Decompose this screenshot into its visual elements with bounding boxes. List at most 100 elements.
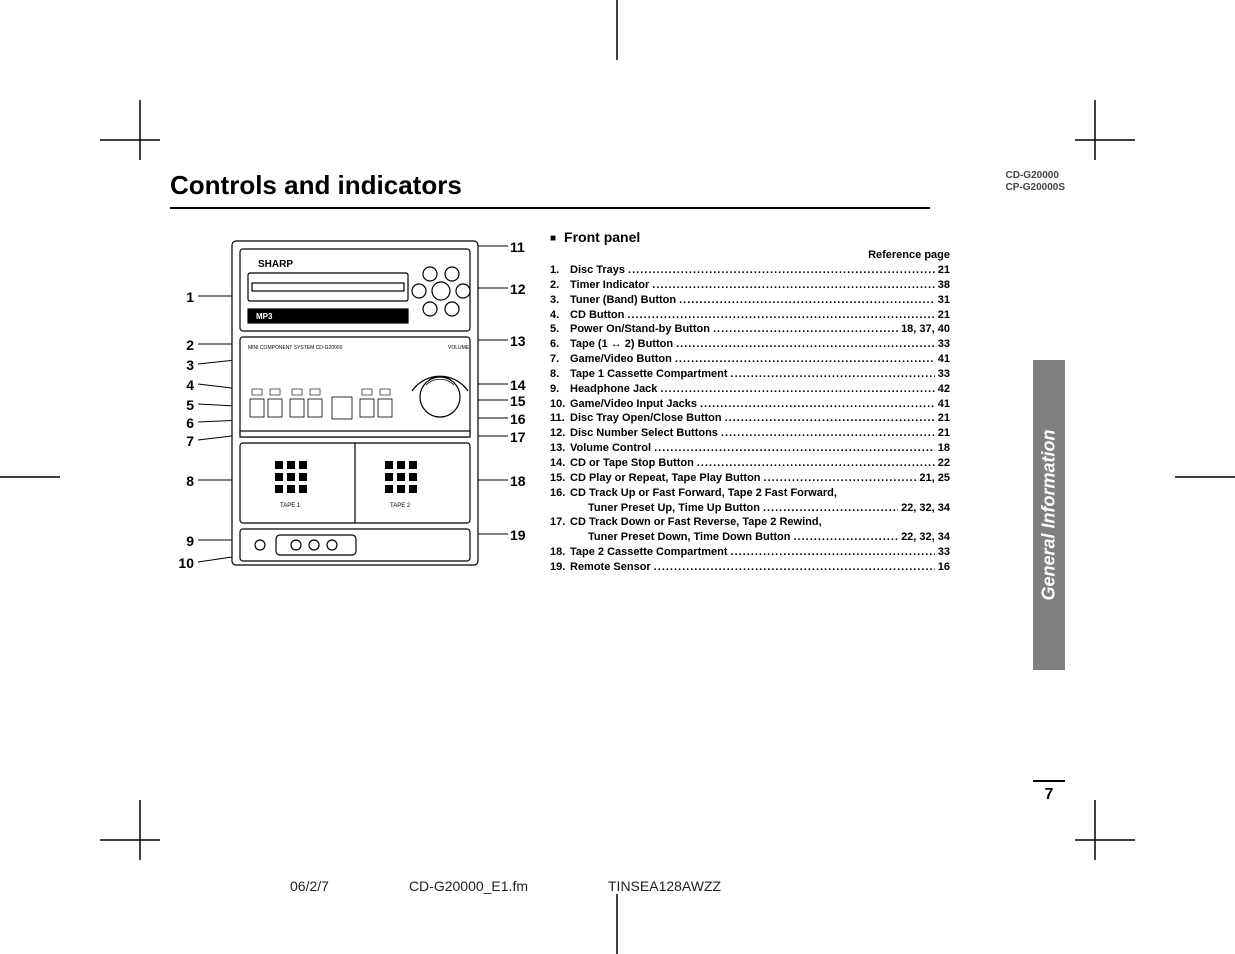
item-page: 21 [938, 411, 950, 426]
item-dots [725, 411, 935, 426]
reference-item: 5.Power On/Stand-by Button 18, 37, 40 [550, 322, 950, 337]
svg-text:SHARP: SHARP [258, 259, 293, 270]
reference-item: 10.Game/Video Input Jacks 41 [550, 397, 950, 412]
reference-item: 18.Tape 2 Cassette Compartment33 [550, 545, 950, 560]
item-page: 18, 37, 40 [901, 322, 950, 337]
item-page: 22, 32, 34 [901, 530, 950, 545]
svg-text:MP3: MP3 [256, 312, 273, 321]
item-num: 17. [550, 515, 570, 530]
item-num: 8. [550, 367, 570, 382]
footer-file: CD-G20000_E1.fm [409, 878, 528, 894]
item-num: 11. [550, 411, 570, 426]
item-num: 15. [550, 471, 570, 486]
page-content: CD-G20000 CP-G20000S Controls and indica… [170, 170, 1065, 810]
item-label: Disc Tray Open/Close Button [570, 411, 722, 426]
item-num: 6. [550, 337, 570, 352]
section-tab: General Information [1033, 360, 1065, 670]
model-line: CD-G20000 [1006, 170, 1065, 182]
svg-text:TAPE 1: TAPE 1 [280, 503, 301, 509]
reference-item: 7.Game/Video Button 41 [550, 352, 950, 367]
item-label: CD Track Down or Fast Reverse, Tape 2 Re… [570, 515, 822, 530]
item-page: 21 [938, 263, 950, 278]
item-num: 7. [550, 352, 570, 367]
item-page: 18 [938, 441, 950, 456]
item-label: Volume Control [570, 441, 651, 456]
item-label: CD or Tape Stop Button [570, 456, 694, 471]
item-num: 19. [550, 560, 570, 575]
item-sublabel: Tuner Preset Down, Time Down Button [588, 530, 791, 545]
item-page: 16 [938, 560, 950, 575]
svg-text:VOLUME: VOLUME [448, 345, 470, 351]
item-page: 33 [938, 545, 950, 560]
reference-item: 11.Disc Tray Open/Close Button 21 [550, 411, 950, 426]
item-dots [731, 367, 935, 382]
item-page: 38 [938, 278, 950, 293]
item-label: Tape (1 ↔ 2) Button [570, 337, 673, 352]
item-num: 13. [550, 441, 570, 456]
item-dots [628, 263, 935, 278]
item-label: Disc Trays [570, 263, 625, 278]
item-label: Power On/Stand-by Button [570, 322, 710, 337]
item-label: CD Play or Repeat, Tape Play Button [570, 471, 761, 486]
device-drawing: SHARP MP3 MINI COMPONENT SYSTEM CD-G2000… [230, 239, 480, 569]
reference-item: 4.CD Button21 [550, 308, 950, 323]
item-dots [652, 278, 934, 293]
item-dots [713, 322, 898, 337]
item-label: Disc Number Select Buttons [570, 426, 718, 441]
item-label: Game/Video Input Jacks [570, 397, 697, 412]
item-num: 14. [550, 456, 570, 471]
reference-item: 12.Disc Number Select Buttons 21 [550, 426, 950, 441]
item-dots [731, 545, 935, 560]
item-num: 12. [550, 426, 570, 441]
item-num: 9. [550, 382, 570, 397]
reference-item: 2.Timer Indicator 38 [550, 278, 950, 293]
item-dots [679, 293, 935, 308]
item-num: 16. [550, 486, 570, 501]
item-num: 2. [550, 278, 570, 293]
item-page: 33 [938, 337, 950, 352]
reference-item-sub: Tuner Preset Down, Time Down Button 22, 3… [550, 530, 950, 545]
svg-text:TAPE 2: TAPE 2 [390, 503, 411, 509]
item-num: 3. [550, 293, 570, 308]
item-dots [675, 352, 935, 367]
item-dots [794, 530, 899, 545]
item-label: Timer Indicator [570, 278, 649, 293]
model-codes: CD-G20000 CP-G20000S [1006, 170, 1065, 194]
item-dots [654, 560, 935, 575]
item-dots [660, 382, 934, 397]
item-page: 41 [938, 397, 950, 412]
footer: 06/2/7 CD-G20000_E1.fm TINSEA128AWZZ [170, 878, 1065, 894]
page-number: 7 [1033, 780, 1065, 804]
page-title: Controls and indicators [170, 170, 930, 209]
item-page: 42 [938, 382, 950, 397]
reference-item-sub: Tuner Preset Up, Time Up Button22, 32, 3… [550, 501, 950, 516]
reference-item: 17.CD Track Down or Fast Reverse, Tape 2… [550, 515, 950, 530]
model-line: CP-G20000S [1006, 182, 1065, 194]
item-label: Game/Video Button [570, 352, 672, 367]
reference-item: 14.CD or Tape Stop Button22 [550, 456, 950, 471]
footer-date: 06/2/7 [290, 878, 329, 894]
reference-item: 16.CD Track Up or Fast Forward, Tape 2 F… [550, 486, 950, 501]
item-label: Tape 2 Cassette Compartment [570, 545, 728, 560]
item-num: 4. [550, 308, 570, 323]
item-dots [763, 501, 898, 516]
section-tab-label: General Information [1039, 429, 1060, 600]
reference-item: 8.Tape 1 Cassette Compartment33 [550, 367, 950, 382]
item-page: 41 [938, 352, 950, 367]
item-dots [676, 337, 935, 352]
reference-item: 19.Remote Sensor 16 [550, 560, 950, 575]
item-label: Tuner (Band) Button [570, 293, 676, 308]
footer-code: TINSEA128AWZZ [608, 878, 721, 894]
item-num: 10. [550, 397, 570, 412]
reference-item: 15.CD Play or Repeat, Tape Play Button 21… [550, 471, 950, 486]
reference-item: 13.Volume Control 18 [550, 441, 950, 456]
item-dots [697, 456, 935, 471]
item-label: CD Button [570, 308, 624, 323]
item-num: 5. [550, 322, 570, 337]
item-dots [654, 441, 935, 456]
item-label: Remote Sensor [570, 560, 651, 575]
item-dots [764, 471, 917, 486]
item-page: 21 [938, 426, 950, 441]
item-page: 33 [938, 367, 950, 382]
item-page: 21, 25 [919, 471, 950, 486]
